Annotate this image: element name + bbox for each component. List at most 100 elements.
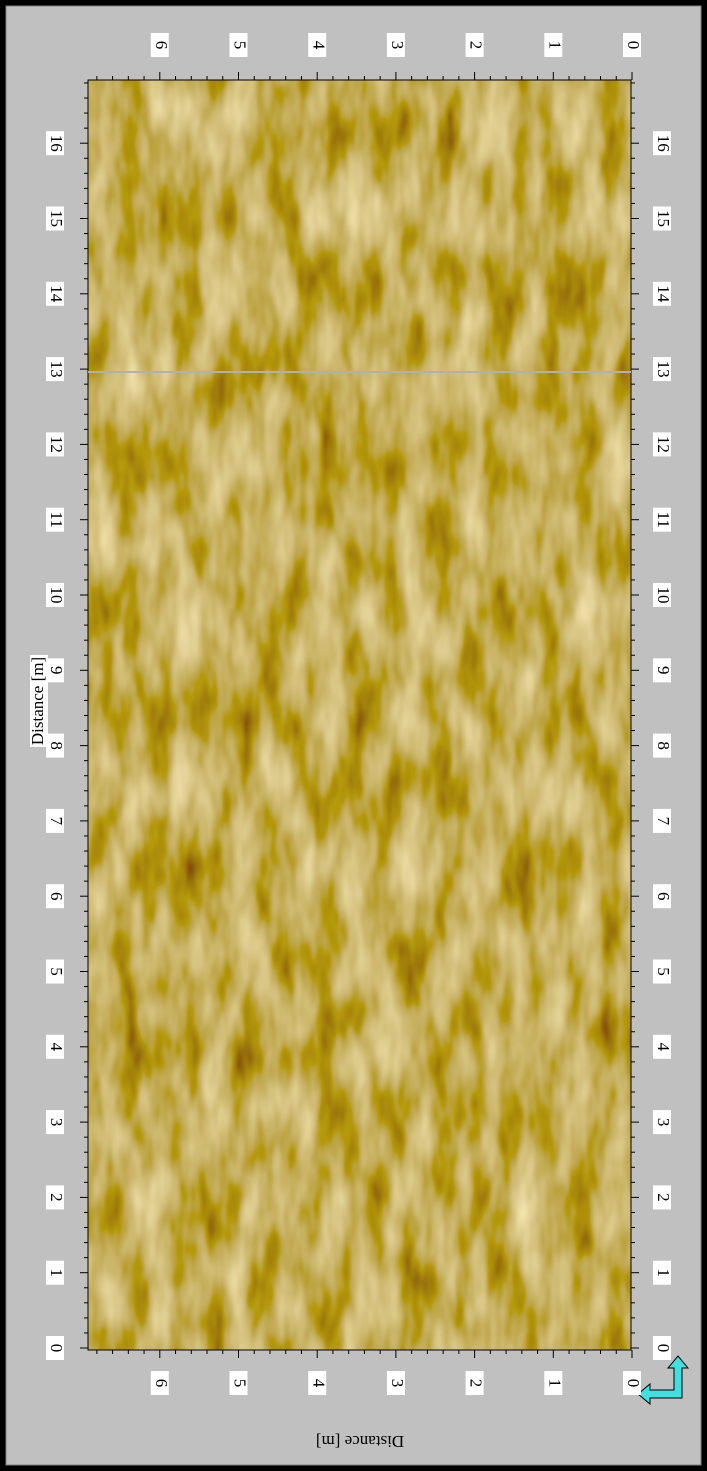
tick-label: 1	[545, 1379, 564, 1388]
label-box	[46, 206, 64, 231]
tick-label: 3	[47, 1118, 66, 1127]
tick-label: 6	[654, 892, 673, 901]
label-box	[46, 507, 64, 532]
tick-label: 2	[47, 1193, 66, 1202]
tick-label: 16	[47, 135, 66, 152]
tick-label: 2	[467, 1379, 486, 1388]
tick-label: 9	[654, 666, 673, 675]
tick-label: 3	[388, 41, 407, 50]
label-box	[46, 131, 64, 156]
tick-label: 4	[47, 1043, 66, 1052]
label-box	[653, 658, 671, 683]
label-box	[623, 1371, 641, 1395]
tick-label: 1	[47, 1268, 66, 1277]
label-box	[386, 33, 405, 57]
label-box	[46, 583, 64, 607]
label-box	[465, 33, 484, 57]
tick-label: 6	[152, 1379, 171, 1388]
tick-label: 8	[47, 741, 66, 750]
label-box	[465, 1371, 484, 1395]
label-box	[653, 206, 671, 231]
tick-label: 3	[654, 1118, 673, 1127]
tick-label: 13	[47, 361, 66, 378]
label-box	[653, 432, 671, 457]
tick-label: 15	[654, 210, 673, 227]
label-box	[653, 131, 671, 156]
tick-label: 10	[47, 587, 66, 604]
label-box	[653, 808, 671, 833]
tick-label: 7	[47, 817, 66, 826]
tick-label: 0	[624, 41, 643, 50]
tick-label: 5	[231, 1379, 250, 1388]
tick-label: 8	[654, 741, 673, 750]
label-box	[46, 733, 64, 758]
tick-label: 9	[47, 666, 66, 675]
label-box	[653, 507, 671, 532]
tick-label: 11	[47, 512, 66, 528]
tick-label: 5	[231, 41, 250, 50]
label-box	[653, 1336, 671, 1360]
tick-label: 10	[654, 587, 673, 604]
tick-label: 4	[309, 1379, 328, 1388]
label-box	[150, 1371, 169, 1395]
label-box	[46, 1260, 64, 1285]
tick-label: 0	[654, 1344, 673, 1353]
label-box	[46, 959, 64, 984]
tick-label: 13	[654, 361, 673, 378]
tick-label: 0	[47, 1344, 66, 1353]
tick-label: 16	[654, 135, 673, 152]
label-box	[653, 959, 671, 984]
tick-label: 5	[654, 967, 673, 976]
label-box	[46, 1185, 64, 1210]
tick-label: 2	[654, 1193, 673, 1202]
label-box	[653, 733, 671, 758]
tick-label: 11	[654, 512, 673, 528]
label-box	[229, 33, 248, 57]
tick-label: 1	[545, 41, 564, 50]
label-box	[653, 1034, 671, 1059]
label-box	[46, 1034, 64, 1059]
label-box	[386, 1371, 405, 1395]
tick-label: 15	[47, 210, 66, 227]
label-box	[653, 281, 671, 306]
tick-label: 4	[309, 41, 328, 50]
label-box	[653, 583, 671, 607]
radar-image	[88, 80, 631, 1350]
tick-label: 14	[654, 285, 673, 303]
tick-label: 5	[47, 967, 66, 976]
tick-label: 12	[654, 436, 673, 453]
tick-label: 2	[467, 41, 486, 50]
label-box	[46, 1110, 64, 1135]
label-box	[46, 808, 64, 833]
tick-label: 6	[47, 892, 66, 901]
label-box	[653, 1185, 671, 1210]
label-box	[653, 1260, 671, 1285]
label-box	[308, 33, 327, 57]
label-box	[150, 33, 169, 57]
tick-label: 14	[47, 285, 66, 303]
label-box	[46, 432, 64, 457]
label-box	[544, 33, 563, 57]
label-box	[46, 1336, 64, 1360]
tick-label: 1	[654, 1268, 673, 1277]
tick-label: 3	[388, 1379, 407, 1388]
axis-title: Distance [m]	[316, 1432, 404, 1451]
tick-label: 6	[152, 41, 171, 50]
tick-label: 0	[624, 1379, 643, 1388]
label-box	[46, 357, 64, 382]
label-box	[653, 357, 671, 382]
tick-label: 12	[47, 436, 66, 453]
label-box	[653, 884, 671, 909]
label-box	[623, 33, 641, 57]
label-box	[229, 1371, 248, 1395]
axis-title: Distance [m]	[28, 657, 47, 745]
label-box	[544, 1371, 563, 1395]
tick-label: 7	[654, 817, 673, 826]
label-box	[46, 884, 64, 909]
label-box	[653, 1110, 671, 1135]
label-box	[46, 658, 64, 683]
label-box	[46, 281, 64, 306]
label-box	[308, 1371, 327, 1395]
